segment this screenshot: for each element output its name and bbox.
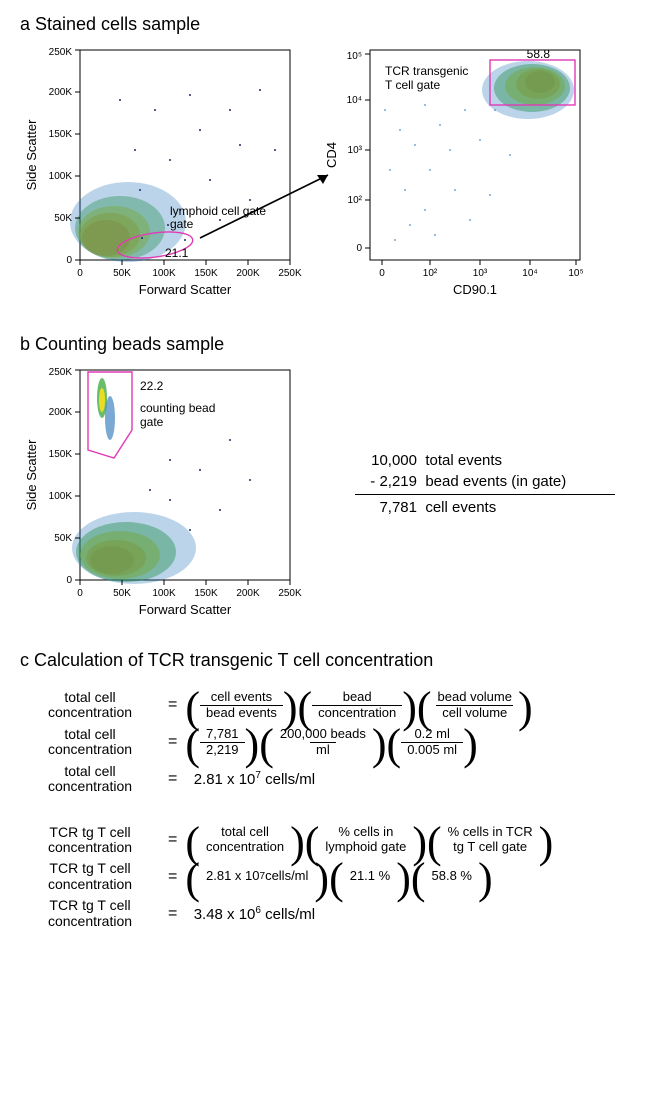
panel-a-left-plot: lymphoid cell gate gate 21.1 0 50K 100K … [24,47,302,297]
right-density [482,61,574,119]
cell-events-label: cell events [425,499,496,516]
svg-text:50K: 50K [113,268,131,279]
panel-a-plots: lymphoid cell gate gate 21.1 0 50K 100K … [10,40,640,330]
tcr-gate-percent: 58.8 [527,47,551,61]
svg-text:100K: 100K [152,268,176,279]
svg-text:100K: 100K [49,171,73,182]
panel-c-title: c Calculation of TCR transgenic T cell c… [20,650,433,671]
b-xlabel: Forward Scatter [139,602,232,617]
b-density-cells [72,512,196,584]
b-ylabel: Side Scatter [24,439,39,510]
svg-text:150K: 150K [194,588,218,599]
svg-text:10⁵: 10⁵ [568,268,583,279]
svg-text:200K: 200K [49,407,73,418]
lymphoid-gate-percent: 21.1 [165,246,189,260]
eq2: total cellconcentration = (7,7812,219) (… [20,727,630,758]
eq4: TCR tg T cellconcentration = (total cell… [20,825,630,856]
svg-text:50K: 50K [54,533,72,544]
right-y-ticks: 0 10² 10³ 10⁴ 10⁵ [347,51,370,254]
svg-text:200K: 200K [236,268,260,279]
total-events-label: total events [425,452,502,469]
lymphoid-gate-label2: gate [170,217,194,231]
svg-text:250K: 250K [278,588,302,599]
tcr-gate-label2: T cell gate [385,78,440,92]
left-ylabel: Side Scatter [24,119,39,190]
total-events-value: 10,000 [355,450,417,471]
svg-text:150K: 150K [194,268,218,279]
svg-text:0: 0 [77,588,83,599]
svg-text:200K: 200K [236,588,260,599]
svg-text:100K: 100K [152,588,176,599]
left-xlabel: Forward Scatter [139,282,232,297]
b-x-ticks: 0 50K 100K 150K 200K 250K [77,580,302,599]
svg-text:10³: 10³ [348,145,363,156]
figure-page: a Stained cells sample [0,0,650,1093]
tcr-gate-label: TCR transgenic [385,64,468,78]
bead-gate-percent: 22.2 [140,379,164,393]
svg-text:150K: 150K [49,129,73,140]
eq1: total cellconcentration = (cell eventsbe… [20,690,630,721]
right-x-ticks: 0 10² 10³ 10⁴ 10⁵ [379,260,583,279]
svg-text:0: 0 [379,268,385,279]
bead-gate-label2: gate [140,415,164,429]
svg-text:50K: 50K [113,588,131,599]
panel-a-right-plot: 58.8 TCR transgenic T cell gate 0 10² 10… [324,47,584,297]
svg-text:0: 0 [356,243,362,254]
svg-text:10⁵: 10⁵ [347,51,362,62]
bead-gate-label: counting bead [140,401,215,415]
right-xlabel: CD90.1 [453,282,497,297]
svg-text:0: 0 [66,255,72,266]
svg-text:50K: 50K [54,213,72,224]
cell-events-value: 7,781 [355,497,417,518]
lymphoid-gate-label: lymphoid cell gate [170,204,266,218]
svg-text:150K: 150K [49,449,73,460]
svg-text:10²: 10² [348,195,363,206]
svg-text:10³: 10³ [473,268,488,279]
svg-text:10⁴: 10⁴ [347,95,362,106]
svg-text:250K: 250K [49,367,73,378]
right-ylabel: CD4 [324,142,339,168]
svg-text:0: 0 [66,575,72,586]
panel-c-equations: total cellconcentration = (cell eventsbe… [20,684,630,935]
svg-text:10²: 10² [423,268,438,279]
svg-text:10⁴: 10⁴ [522,268,537,279]
panel-b-title: b Counting beads sample [20,334,224,355]
eq3: total cellconcentration = 2.81 x 107 cel… [20,764,630,795]
svg-text:0: 0 [77,268,83,279]
event-counts: 10,000 total events - 2,219 bead events … [355,450,615,518]
svg-text:250K: 250K [49,47,73,58]
panel-a-title: a Stained cells sample [20,14,200,35]
panel-b-plot: 22.2 counting bead gate 0 50K 100K 150K … [10,360,340,630]
svg-text:100K: 100K [49,491,73,502]
left-x-ticks: 0 50K 100K 150K 200K 250K [77,260,302,279]
svg-text:200K: 200K [49,87,73,98]
bead-events-value: 2,219 [379,473,417,490]
svg-text:250K: 250K [278,268,302,279]
bead-events-label: bead events (in gate) [425,473,566,490]
